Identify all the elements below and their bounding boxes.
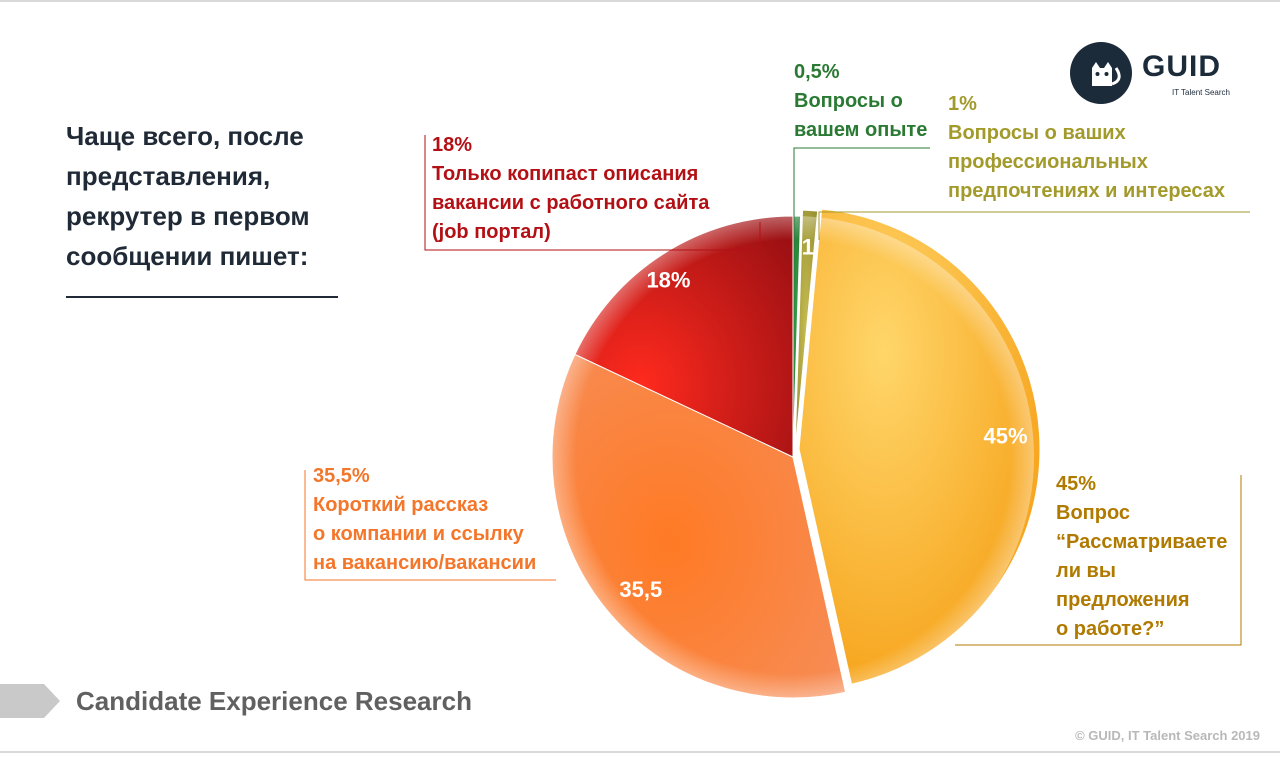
callout-text-line: Только копипаст описания	[432, 163, 699, 185]
callout-experience: 0,5% Вопросы о вашем опыте	[794, 58, 927, 145]
callout-text-line: Вопрос	[1056, 502, 1131, 524]
logo-word: GUID	[1142, 50, 1221, 83]
callout-percent: 35,5%	[313, 465, 370, 487]
footer-title: Candidate Experience Research	[76, 686, 472, 716]
slice-label-story: 35,5	[619, 577, 662, 602]
callout-text-line: ли вы	[1056, 560, 1116, 582]
slice-label-job-portal: 18%	[646, 268, 690, 293]
callout-percent: 1%	[948, 93, 977, 115]
guid-logo: GUID IT Talent Search	[1070, 42, 1250, 106]
callout-text-line: Вопросы о ваших	[948, 122, 1126, 144]
slide-heading: Чаще всего, после представления, рекруте…	[66, 121, 310, 271]
callout-preferences: 1% Вопросы о ваших профессиональных предпоч…	[948, 90, 1225, 206]
heading-underline	[66, 296, 338, 298]
callout-text-line: о компании и ссылку	[313, 523, 524, 545]
slice-label-preferences: 1	[802, 234, 814, 259]
callout-story: 35,5% Короткий рассказ о компании и ссылку…	[313, 462, 536, 578]
callout-text-line: вакансии с работного сайта	[432, 192, 710, 214]
frame-top-line	[0, 0, 1280, 2]
callout-text-line: “Рассматриваете	[1056, 531, 1228, 553]
frame-bottom-line	[0, 751, 1280, 753]
callout-text-line: профессиональных	[948, 151, 1148, 173]
callout-text-line: Короткий рассказ	[313, 494, 489, 516]
callout-text-line: вашем опыте	[794, 119, 928, 141]
pie-rim-highlight	[552, 216, 1034, 698]
slice-label-offer: 45%	[984, 424, 1028, 449]
footer-arrow-icon	[0, 684, 62, 723]
callout-percent: 18%	[432, 134, 473, 156]
callout-text-line: (job портал)	[432, 221, 551, 243]
callout-text-line: о работе?”	[1056, 618, 1165, 640]
callout-text-line: предложения	[1056, 589, 1190, 611]
callout-percent: 45%	[1056, 473, 1097, 495]
logo-cat-icon	[1070, 42, 1132, 104]
callout-text-line: Вопросы о	[794, 90, 903, 112]
callout-text-line: на вакансию/вакансии	[313, 552, 537, 574]
callout-text-line: предпочтениях и интересах	[948, 180, 1226, 202]
copyright-text: © GUID, IT Talent Search 2019	[1075, 728, 1260, 743]
callout-percent: 0,5%	[794, 61, 840, 83]
logo-subtitle: IT Talent Search	[1172, 88, 1230, 97]
callout-offer: 45% Вопрос “Рассматриваете ли вы предложения…	[1056, 470, 1227, 644]
callout-job-portal: 18% Только копипаст описания вакансии с ра…	[432, 131, 709, 247]
